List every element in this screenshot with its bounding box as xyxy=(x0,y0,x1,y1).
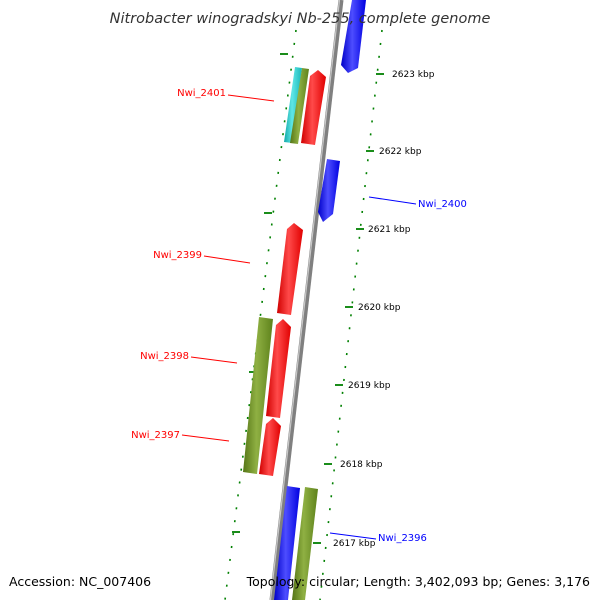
gene-label-group-nwi-2399: Nwi_2399 xyxy=(153,250,251,264)
tick-label: 2617 kbp xyxy=(333,539,376,549)
gene-block-olive-bottom xyxy=(292,487,318,600)
tick-label: 2620 kbp xyxy=(358,303,401,313)
gene-label-nwi-2397[interactable]: Nwi_2397 xyxy=(131,430,180,441)
gene-block-cyan xyxy=(284,67,302,143)
gene-arrow-nwi-2399 xyxy=(277,223,303,315)
gene-arrow-blue-top xyxy=(341,0,366,73)
leader-line xyxy=(190,356,238,364)
tick-label: 2623 kbp xyxy=(392,70,435,80)
tick-label: 2619 kbp xyxy=(348,381,391,391)
scale-ticks xyxy=(232,53,384,544)
genome-backbone xyxy=(269,0,344,600)
gene-label-group-nwi-2400: Nwi_2400 xyxy=(368,196,467,210)
tick-label: 2618 kbp xyxy=(340,460,383,470)
gene-block-olive-top xyxy=(290,68,309,144)
gene-label-nwi-2398[interactable]: Nwi_2398 xyxy=(140,351,189,362)
gene-arrow-nwi-2398 xyxy=(266,319,291,418)
gene-arrow-nwi-2397 xyxy=(259,418,281,476)
genome-backbone-highlight xyxy=(269,0,341,600)
genome-summary-text: Topology: circular; Length: 3,402,093 bp… xyxy=(246,574,590,589)
gene-label-group-nwi-2397: Nwi_2397 xyxy=(131,430,230,442)
gene-label-nwi-2401[interactable]: Nwi_2401 xyxy=(177,88,226,99)
gene-arrow-nwi-2401 xyxy=(301,70,326,145)
gene-arrow-nwi-2396 xyxy=(274,486,300,600)
leader-line xyxy=(181,434,230,442)
inner-dotted-ring xyxy=(224,29,297,600)
gene-label-group-nwi-2401: Nwi_2401 xyxy=(177,88,275,102)
tick-label: 2622 kbp xyxy=(379,147,422,157)
leader-line xyxy=(203,255,251,264)
gene-arrow-nwi-2400 xyxy=(318,159,340,222)
accession-text: Accession: NC_007406 xyxy=(9,574,151,589)
leader-line xyxy=(329,532,377,540)
outer-dotted-ring xyxy=(319,29,383,600)
leader-line xyxy=(368,196,417,205)
leader-line xyxy=(227,94,275,102)
tick-labels: 2623 kbp 2622 kbp 2621 kbp 2620 kbp 2619… xyxy=(333,70,435,549)
gene-label-group-nwi-2396: Nwi_2396 xyxy=(329,532,427,544)
gene-block-olive-middle xyxy=(243,317,273,474)
tick-label: 2621 kbp xyxy=(368,225,411,235)
figure-title: Nitrobacter winogradskyi Nb-255, complet… xyxy=(110,11,491,27)
gene-label-nwi-2399[interactable]: Nwi_2399 xyxy=(153,250,202,261)
gene-label-nwi-2400[interactable]: Nwi_2400 xyxy=(418,199,467,210)
gene-label-nwi-2396[interactable]: Nwi_2396 xyxy=(378,533,427,544)
gene-label-group-nwi-2398: Nwi_2398 xyxy=(140,351,238,364)
